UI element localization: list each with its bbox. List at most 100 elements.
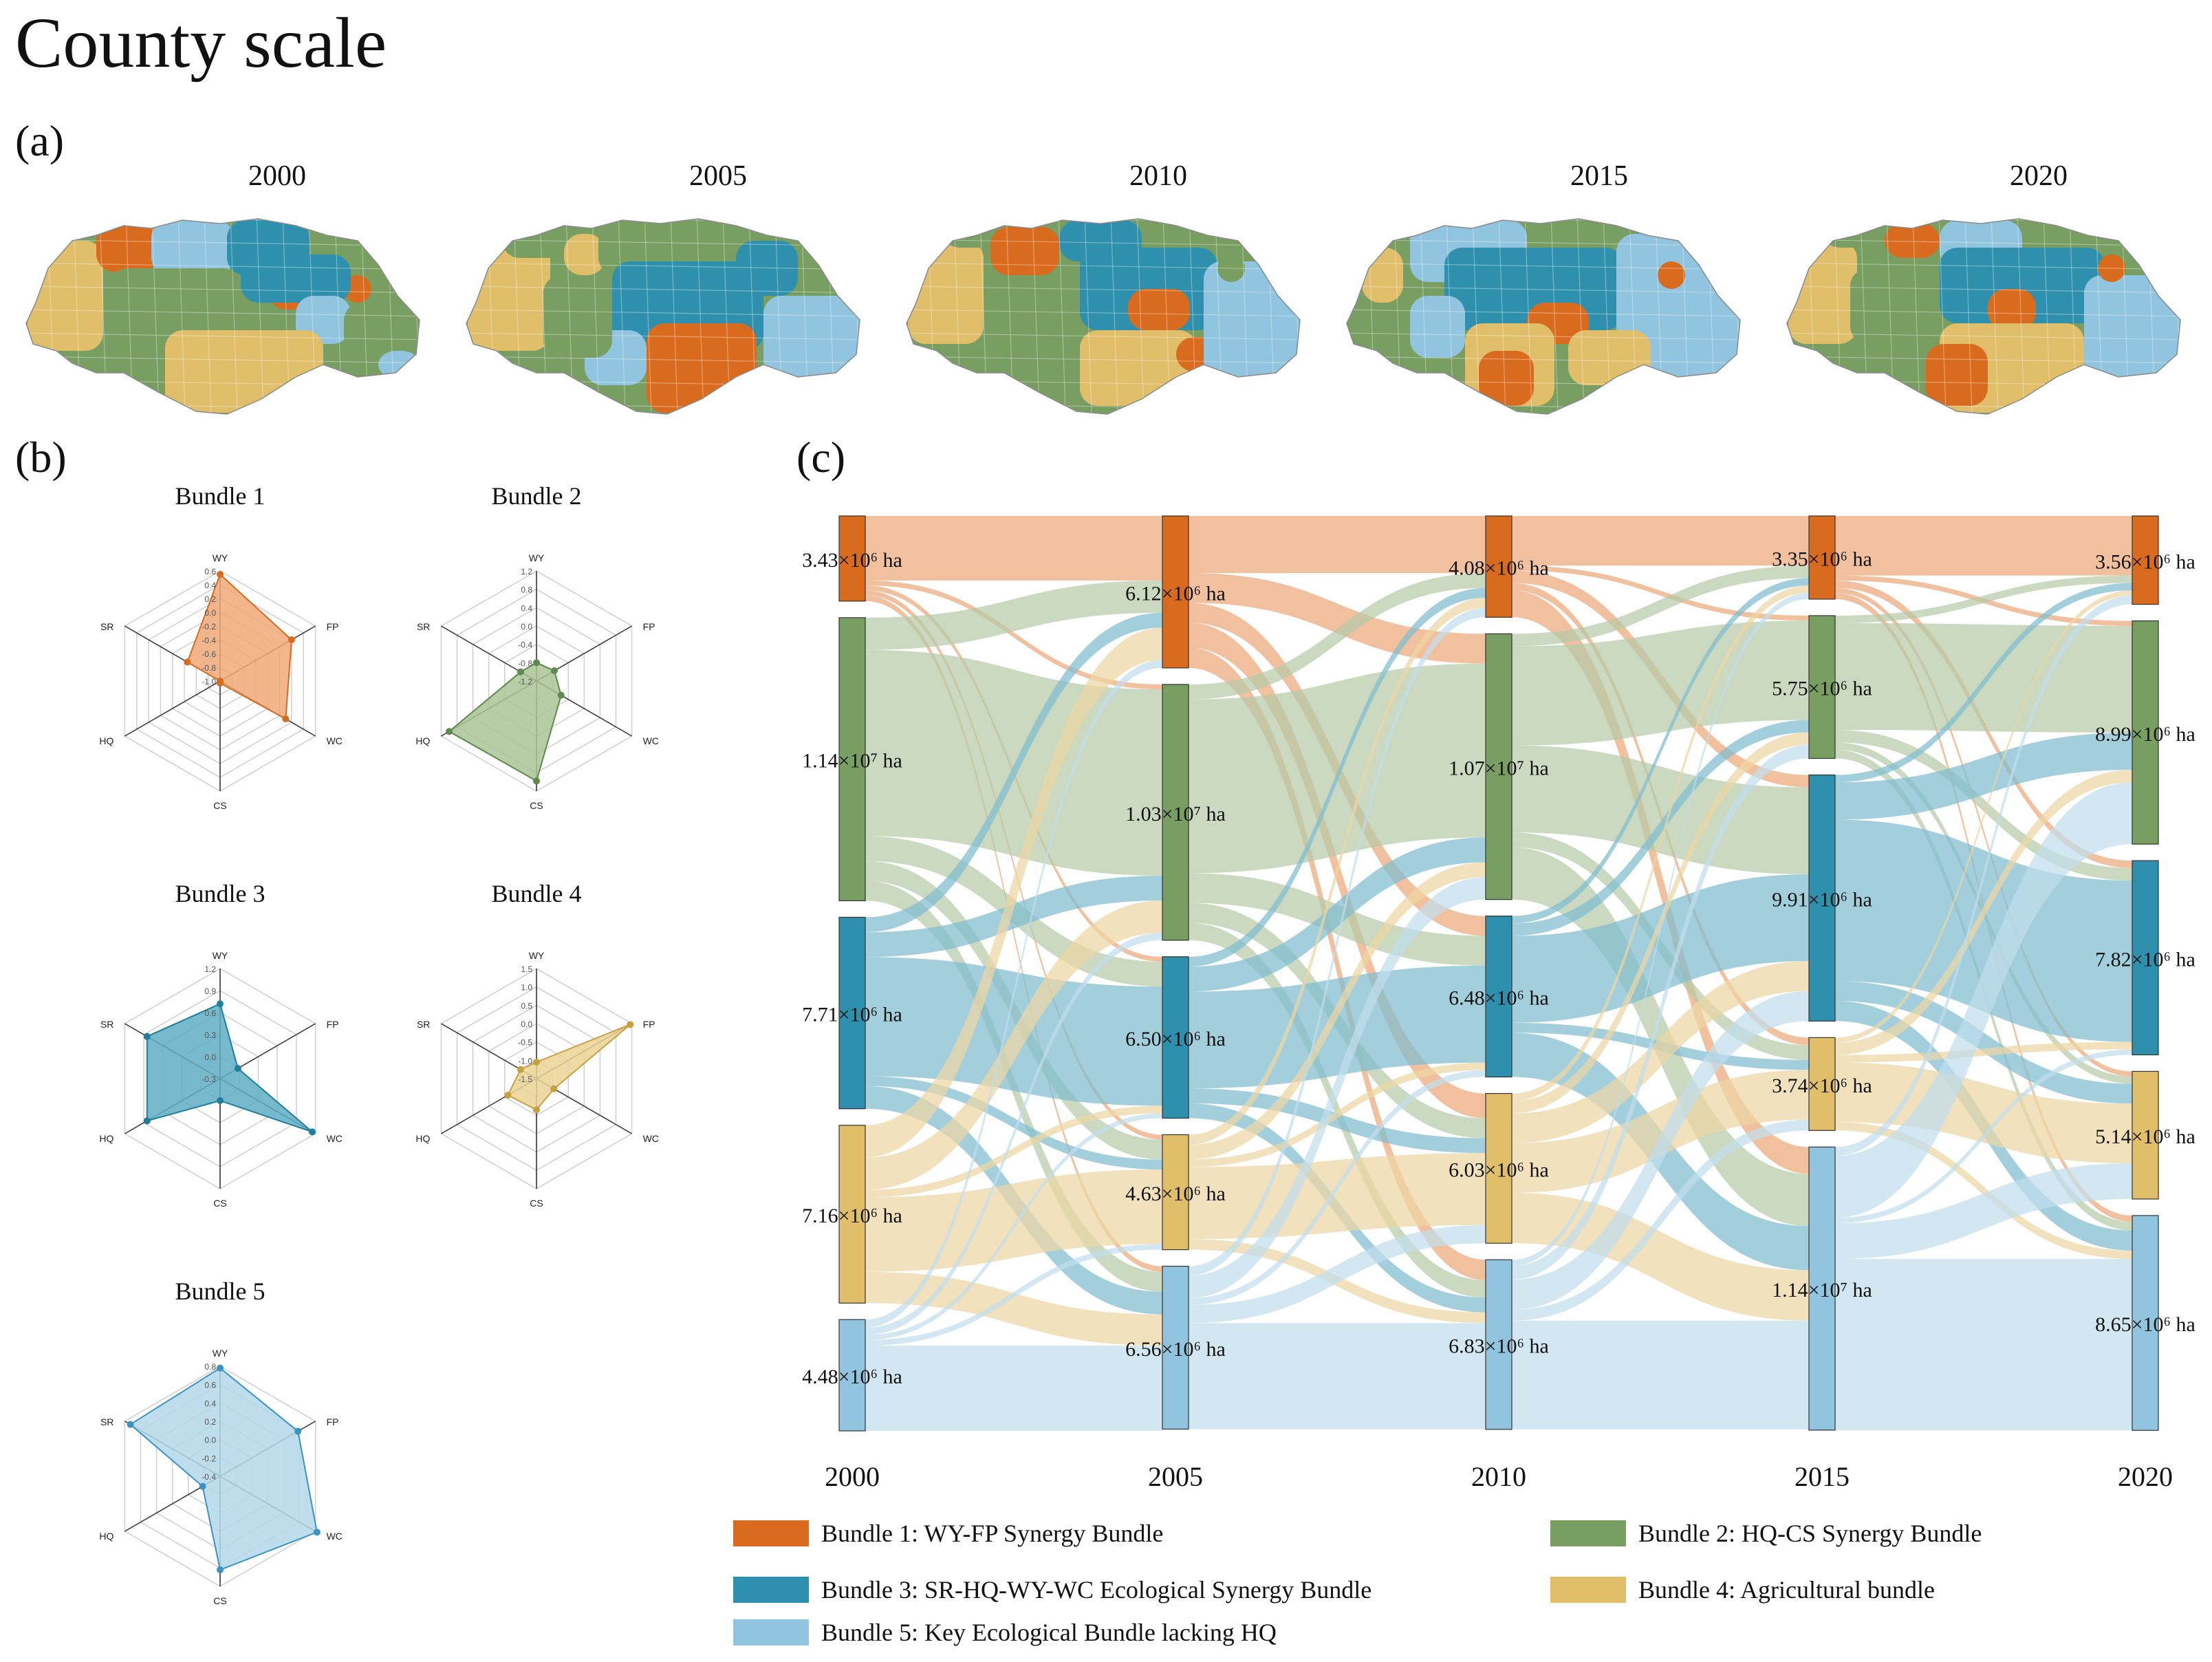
radar-tick-label: -1.0 <box>202 677 216 687</box>
sankey-node-2020-bundle-2 <box>2132 620 2159 845</box>
map-region-bundle-1 <box>990 227 1059 275</box>
map-outline <box>906 218 1301 415</box>
county-boundary <box>907 219 910 414</box>
radar-axis-label-SR: SR <box>100 1019 113 1030</box>
sankey-link-2015-b5-to-b2 <box>1835 782 2132 1218</box>
map-outline <box>1346 218 1741 415</box>
county-boundary <box>466 285 860 294</box>
sankey-link-2010-b4-to-b5 <box>1512 1192 1809 1321</box>
sankey-link-2005-b4-to-b3 <box>1189 1062 1486 1167</box>
radar-tick-label: 0.0 <box>204 1436 216 1445</box>
sankey-node-2005-bundle-1 <box>1162 515 1189 669</box>
sankey-link-2000-b1-to-b4 <box>865 590 1162 1140</box>
sankey-node-2020-bundle-5 <box>2132 1215 2159 1431</box>
radar-tick-label: -0.4 <box>202 1472 216 1482</box>
radar-axis-label-WC: WC <box>643 1133 659 1144</box>
radar-point-WY <box>217 1364 224 1372</box>
sankey-node-label: 7.71×10⁶ ha <box>802 1004 902 1026</box>
radar-tick-label: 0.6 <box>204 567 216 576</box>
map-region-bundle-2 <box>984 275 1080 344</box>
county-boundary <box>901 427 1314 433</box>
county-boundary <box>1781 427 2194 433</box>
map-year-2020: 2020 <box>2010 160 2068 192</box>
radar-axis-label-HQ: HQ <box>99 1133 113 1144</box>
radar-point-WC <box>557 691 565 699</box>
county-boundary <box>177 219 186 414</box>
county-boundary <box>669 219 679 414</box>
radar-tick-label: 0.0 <box>521 1019 532 1029</box>
radar-bundle-3: Bundle 3 1.2 0.9 0.6 0.3 0.0 -0.3 WY FP WC CS HQ SR <box>34 879 406 1264</box>
radar-title: Bundle 2 <box>491 482 582 510</box>
map-regions <box>901 219 1314 433</box>
radar-tick-label: 0.4 <box>521 603 532 613</box>
sankey-node-label: 7.82×10⁶ ha <box>2095 948 2195 971</box>
sankey-link-2000-b4-to-b1 <box>865 627 1162 1158</box>
county-boundary <box>1781 193 2194 199</box>
sankey-link-2005-b5-to-b3 <box>1189 1070 1486 1305</box>
sankey-link-2000-b4-to-b3 <box>865 1105 1162 1198</box>
sankey-node-2000-bundle-2 <box>838 617 866 902</box>
legend-label: Bundle 3: SR-HQ-WY-WC Ecological Synergy… <box>821 1576 1372 1604</box>
sankey-node-2020-bundle-1 <box>2132 515 2159 605</box>
radar-tick-label: 0.0 <box>204 1053 216 1062</box>
map-region-bundle-4 <box>564 234 605 275</box>
sankey-node-label: 4.63×10⁶ ha <box>1125 1183 1226 1205</box>
sankey-link-2015-b4-to-b4 <box>1835 1062 2132 1163</box>
radar-axis-label-HQ: HQ <box>99 735 113 746</box>
county-boundary <box>203 219 213 414</box>
map-region-bundle-1 <box>2098 255 2125 282</box>
radar-bundle-4: Bundle 4 1.5 1.0 0.5 0.0 -0.5 -1.0 -1.5 WY FP WC C… <box>351 879 722 1264</box>
county-boundary <box>1787 332 2180 341</box>
map-region-bundle-5 <box>763 296 860 378</box>
sankey-link-2010-b3-to-b3 <box>1512 874 1809 1023</box>
sankey-node-2015-bundle-1 <box>1808 515 1836 600</box>
county-boundary <box>1341 427 1754 433</box>
sankey-link-2000-b5-to-b3 <box>865 1113 1162 1340</box>
county-boundary <box>26 285 420 294</box>
sankey-node-2005-bundle-3 <box>1162 956 1189 1119</box>
county-boundary <box>617 219 627 414</box>
sankey-node-2015-bundle-3 <box>1808 774 1836 1022</box>
radar-point-CS <box>533 1106 540 1114</box>
radar-title: Bundle 5 <box>175 1277 265 1305</box>
sankey-node-label: 8.65×10⁶ ha <box>2095 1313 2195 1336</box>
radar-axis-label-SR: SR <box>100 1416 113 1427</box>
county-boundary <box>466 332 860 341</box>
sankey-link-2010-b2-to-b1 <box>1512 565 1809 647</box>
legend-swatch <box>733 1619 809 1645</box>
sankey-node-label: 4.08×10⁶ ha <box>1449 557 1549 580</box>
legend-label: Bundle 2: HQ-CS Synergy Bundle <box>1638 1520 1982 1547</box>
radar-axis-label-FP: FP <box>327 1019 339 1030</box>
county-boundary <box>1787 309 2180 317</box>
legend-label: Bundle 1: WY-FP Synergy Bundle <box>821 1520 1164 1547</box>
radar-tick-label: 1.2 <box>204 964 216 974</box>
radar-axis-label-FP: FP <box>643 621 655 632</box>
map-outline <box>1786 218 2181 415</box>
sankey-link-2015-b5-to-b1 <box>1835 595 2132 1156</box>
map-region-bundle-5 <box>151 220 234 275</box>
radar-tick-label: 0.3 <box>204 1030 216 1040</box>
map-regions <box>26 219 420 414</box>
county-boundary <box>255 219 265 414</box>
map-region-bundle-1 <box>1988 289 2036 330</box>
county-boundary <box>1787 285 2180 294</box>
bundle-map-2010 <box>901 193 1314 433</box>
county-boundary <box>2016 219 2026 414</box>
county-boundary <box>1990 219 1999 414</box>
sankey-node-2015-bundle-2 <box>1808 615 1836 759</box>
sankey-link-2000-b5-to-b2 <box>865 932 1162 1335</box>
county-boundary <box>1347 309 1740 317</box>
sankey-link-2015-b2-to-b3 <box>1835 730 2132 881</box>
sankey-link-2000-b4-to-b2 <box>865 900 1162 1190</box>
county-boundary <box>1057 219 1067 414</box>
map-region-bundle-3 <box>736 241 798 296</box>
radar-tick-label: -0.4 <box>202 636 216 645</box>
radar-point-SR <box>184 658 191 666</box>
panel-label-b: (b) <box>15 433 67 482</box>
radar-tick-label: -0.4 <box>518 640 532 650</box>
sankey-node-label: 6.83×10⁶ ha <box>1449 1335 1549 1358</box>
radar-axis-label-WC: WC <box>327 735 343 746</box>
sankey-link-2000-b5-to-b1 <box>865 660 1162 1328</box>
radar-bundle-1: Bundle 1 0.6 0.4 0.2 0.0 -0.2 -0.4 -0.6 -0.8 -1.… <box>34 482 406 867</box>
radar-title: Bundle 4 <box>491 880 582 907</box>
